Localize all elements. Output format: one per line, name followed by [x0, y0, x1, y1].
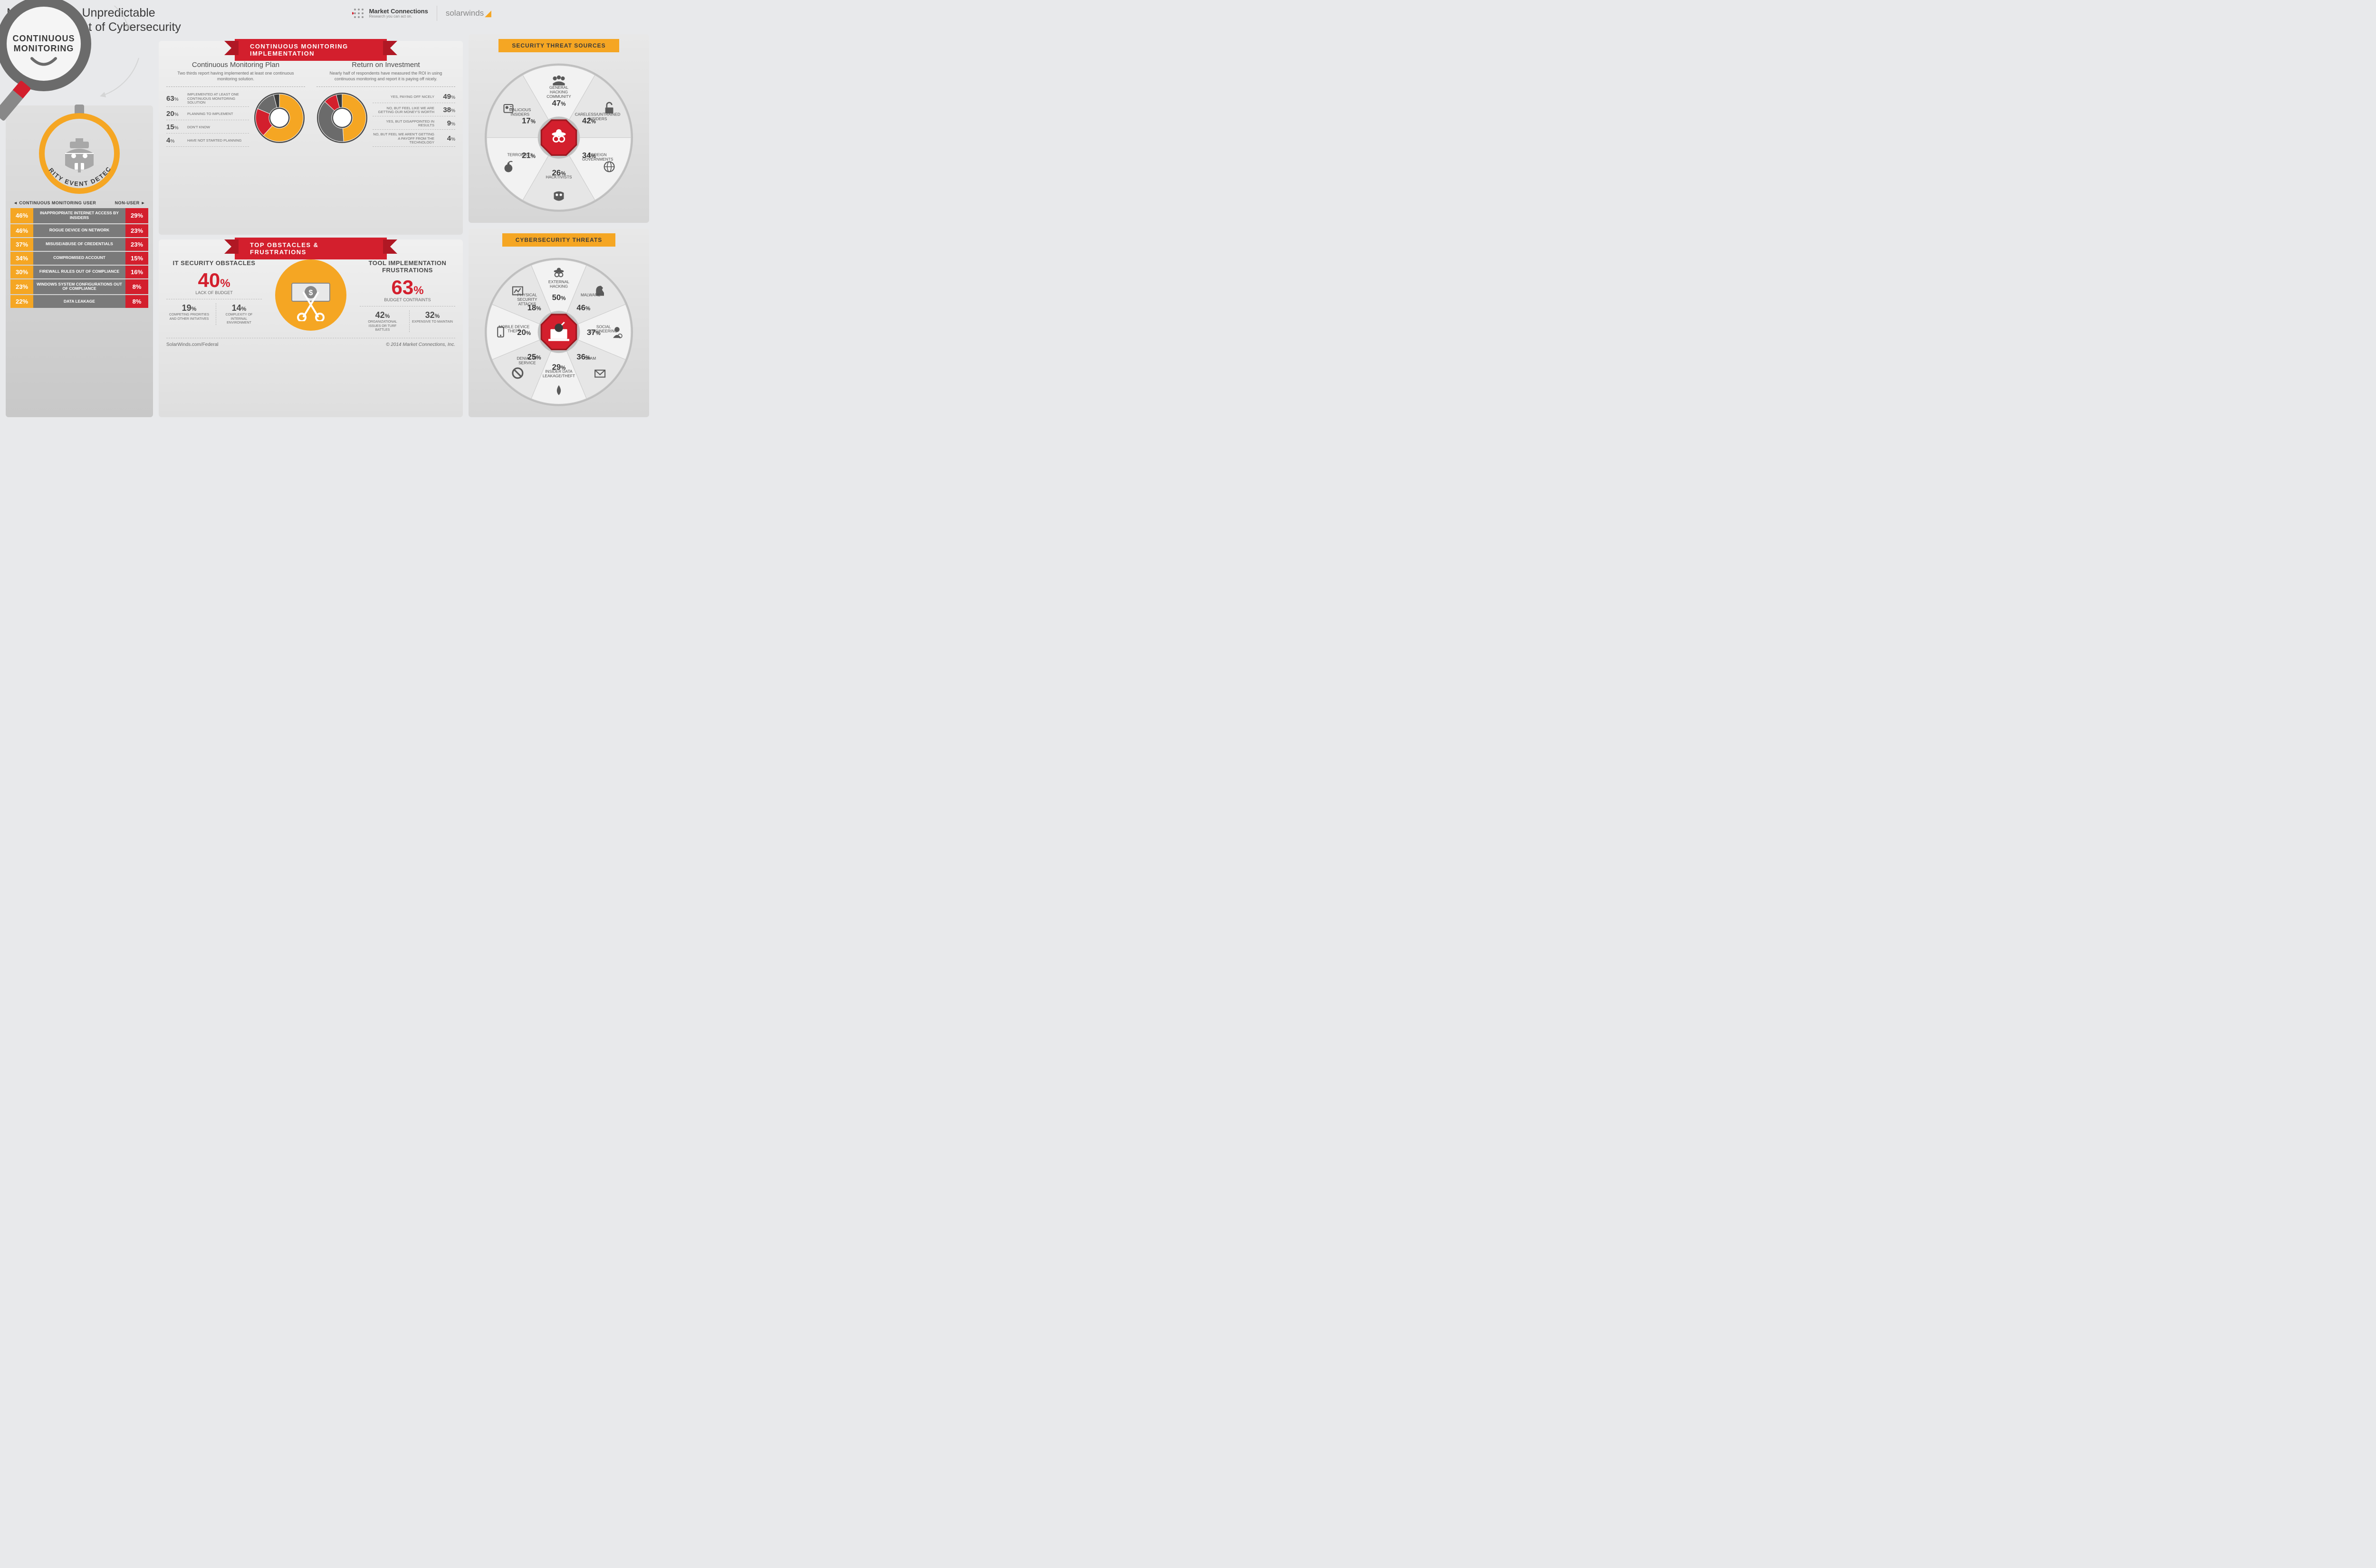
cmi-plan-donut	[254, 92, 305, 143]
mask-icon	[554, 191, 564, 201]
svg-text:HACKING: HACKING	[550, 284, 568, 288]
table-cell-user: 46%	[10, 208, 33, 223]
table-cell-user: 34%	[10, 252, 33, 265]
table-cell-label: INAPPROPRIATE INTERNET ACCESS BY INSIDER…	[33, 208, 125, 223]
magnifier-label: CONTINUOUS MONITORING	[7, 34, 81, 54]
table-cell-label: DATA LEAKAGE	[33, 295, 125, 308]
obstacles-ribbon: TOP OBSTACLES & FRUSTRATIONS	[235, 238, 387, 259]
market-connections-logo: Market ConnectionsResearch you can act o…	[352, 7, 428, 20]
table-cell-user: 46%	[10, 224, 33, 237]
table-cell-nonuser: 16%	[125, 266, 148, 278]
scissors-money-icon: $	[275, 259, 346, 331]
table-cell-nonuser: 15%	[125, 252, 148, 265]
table-cell-label: FIREWALL RULES OUT OF COMPLIANCE	[33, 266, 125, 278]
table-cell-label: MISUSE/ABUSE OF CREDENTIALS	[33, 238, 125, 251]
cyber-threats-wheel: EXTERNALHACKING50%MALWARE46%SOCIALENGINE…	[474, 251, 643, 410]
table-cell-label: WINDOWS SYSTEM CONFIGURATIONS OUT OF COM…	[33, 279, 125, 295]
table-cell-user: 23%	[10, 279, 33, 295]
threat-sources-wheel: GENERALHACKINGCOMMUNITY47%CARELESS/UNTRA…	[474, 57, 643, 215]
table-cell-label: COMPROMISED ACCOUNT	[33, 252, 125, 265]
obstacles-panel: TOP OBSTACLES & FRUSTRATIONS IT SECURITY…	[159, 239, 463, 417]
table-cell-nonuser: 23%	[125, 224, 148, 237]
table-cell-nonuser: 8%	[125, 295, 148, 308]
tool-frustration-big-stat: 63% BUDGET CONTRAINTS	[360, 277, 455, 306]
cmi-ribbon: CONTINUOUS MONITORING IMPLEMENTATION	[235, 39, 387, 61]
cyber-threats-panel: CYBERSECURITY THREATS EXTERNALHACKING50%…	[469, 229, 649, 417]
event-detection-panel: SECURITY EVENT DETECTION ◄ CONTINUOUS MO…	[6, 105, 153, 417]
table-cell-nonuser: 23%	[125, 238, 148, 251]
table-cell-user: 22%	[10, 295, 33, 308]
cmi-panel: CONTINUOUS MONITORING IMPLEMENTATION Con…	[159, 41, 463, 235]
svg-text:MALWARE: MALWARE	[581, 293, 601, 297]
it-obstacle-big-stat: 40% LACK OF BUDGET	[166, 270, 262, 299]
cmi-roi-donut	[316, 92, 368, 143]
table-cell-user: 37%	[10, 238, 33, 251]
svg-text:COMMUNITY: COMMUNITY	[546, 94, 571, 99]
table-cell-user: 30%	[10, 266, 33, 278]
footer-url: SolarWinds.com/Federal	[166, 342, 218, 347]
table-cell-nonuser: 8%	[125, 279, 148, 295]
svg-text:LEAKAGE/THEFT: LEAKAGE/THEFT	[543, 373, 575, 378]
footer-copyright: © 2014 Market Connections, Inc.	[386, 342, 455, 347]
threat-sources-panel: SECURITY THREAT SOURCES GENERALHACKINGCO…	[469, 34, 649, 223]
table-cell-label: ROGUE DEVICE ON NETWORK	[33, 224, 125, 237]
table-cell-nonuser: 29%	[125, 208, 148, 223]
magnifier-graphic: CONTINUOUS MONITORING	[6, 6, 153, 101]
event-detection-label: SECURITY EVENT DETECTION	[34, 108, 113, 188]
event-detection-table: 46%INAPPROPRIATE INTERNET ACCESS BY INSI…	[10, 207, 148, 309]
svg-text:$: $	[309, 289, 313, 297]
